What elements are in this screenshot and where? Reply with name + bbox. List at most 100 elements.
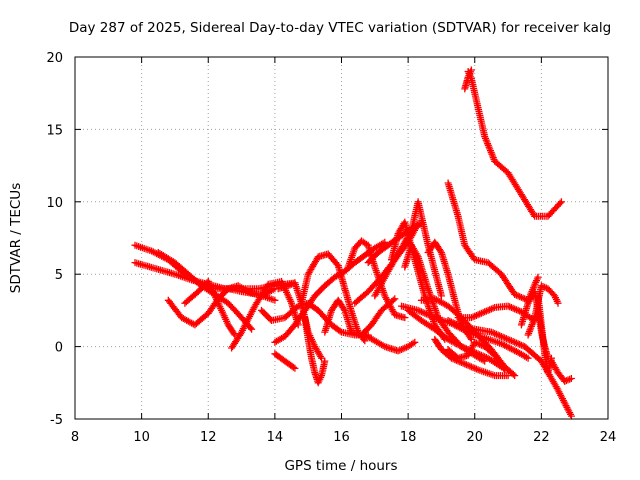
y-tick-label: 15: [46, 123, 63, 138]
data-point: [389, 296, 397, 304]
data-point: [243, 287, 251, 295]
data-point: [246, 324, 254, 332]
data-point: [500, 364, 508, 372]
data-point: [466, 348, 474, 356]
x-tick-label: 14: [267, 430, 284, 445]
data-point: [411, 338, 419, 346]
data-point: [514, 292, 522, 300]
data-point: [271, 296, 279, 304]
x-tick-label: 24: [600, 430, 617, 445]
y-tick-label: 0: [55, 341, 63, 356]
data-point: [248, 325, 256, 333]
data-point: [437, 247, 444, 255]
data-point: [474, 340, 482, 348]
data-point: [556, 199, 564, 207]
data-point: [479, 309, 487, 317]
data-point: [451, 319, 459, 327]
data-point: [446, 317, 454, 325]
series-track-29: [444, 179, 542, 304]
data-point: [474, 311, 482, 319]
data-point: [509, 304, 517, 312]
data-point: [336, 327, 344, 335]
x-tick-label: 10: [133, 430, 150, 445]
data-point: [504, 302, 512, 310]
series-track-31: [461, 66, 475, 93]
data-point: [554, 299, 562, 307]
data-point: [557, 198, 565, 206]
data-point: [484, 306, 492, 314]
x-tick-label: 22: [533, 430, 550, 445]
data-point: [509, 370, 517, 378]
data-point: [494, 331, 502, 339]
data-point: [489, 329, 497, 337]
x-axis-label: GPS time / hours: [284, 458, 397, 474]
series-track-17: [361, 331, 419, 355]
data-point: [467, 66, 475, 74]
data-points: [131, 66, 575, 420]
data-point: [413, 251, 421, 259]
data-point: [501, 366, 509, 374]
series-track-23: [404, 306, 505, 371]
grid: [75, 57, 608, 419]
data-point: [511, 372, 519, 380]
data-point: [524, 354, 532, 362]
x-tick-label: 20: [466, 430, 483, 445]
data-point: [456, 342, 464, 350]
data-point: [469, 313, 477, 321]
data-point: [391, 295, 399, 303]
data-point: [504, 372, 512, 380]
data-point: [418, 308, 425, 316]
data-point: [321, 357, 329, 365]
data-point: [340, 305, 348, 313]
data-point: [398, 346, 405, 353]
data-point: [471, 338, 479, 346]
y-tick-label: 20: [46, 51, 63, 66]
data-point: [567, 375, 575, 382]
data-point: [289, 363, 297, 371]
x-tick-label: 12: [200, 430, 217, 445]
data-point: [461, 344, 469, 352]
data-point: [514, 306, 522, 314]
series-track-35: [547, 357, 575, 385]
data-point: [509, 338, 517, 345]
y-axis-label: SDTVAR / TECUs: [8, 183, 24, 293]
data-point: [468, 343, 476, 351]
series-track-4: [164, 282, 279, 329]
data-point: [230, 330, 238, 338]
data-point: [291, 364, 299, 372]
data-point: [401, 314, 409, 322]
x-tick-label: 18: [400, 430, 417, 445]
series-track-10: [271, 350, 299, 372]
chart-title: Day 287 of 2025, Sidereal Day-to-day VTE…: [69, 20, 611, 36]
data-point: [534, 273, 542, 281]
data-point: [479, 352, 487, 360]
data-point: [437, 292, 445, 300]
series-track-6: [228, 277, 302, 352]
y-tick-label: -5: [50, 413, 63, 428]
data-point: [564, 376, 572, 384]
data-point: [421, 309, 429, 317]
series-track-33: [524, 282, 562, 339]
series-track-11: [301, 314, 329, 387]
series-track-18: [371, 198, 445, 300]
data-point: [426, 312, 434, 319]
data-point: [474, 350, 482, 358]
data-point: [461, 360, 469, 368]
x-tick-label: 16: [333, 430, 350, 445]
data-point: [504, 335, 512, 343]
series-track-5: [181, 277, 239, 339]
data-point: [456, 322, 464, 330]
data-point: [567, 412, 575, 420]
x-tick-label: 8: [71, 430, 79, 445]
series-track-26: [444, 338, 509, 374]
x-axis-ticks: 8 10 12 14 16 18 20 22 24: [71, 57, 616, 445]
data-point: [514, 340, 522, 348]
data-point: [562, 377, 570, 385]
series-track-13: [321, 295, 399, 339]
data-point: [489, 304, 497, 312]
series-track-30: [464, 68, 565, 220]
data-point: [466, 362, 474, 370]
data-point: [471, 364, 479, 372]
data-point: [499, 333, 507, 341]
